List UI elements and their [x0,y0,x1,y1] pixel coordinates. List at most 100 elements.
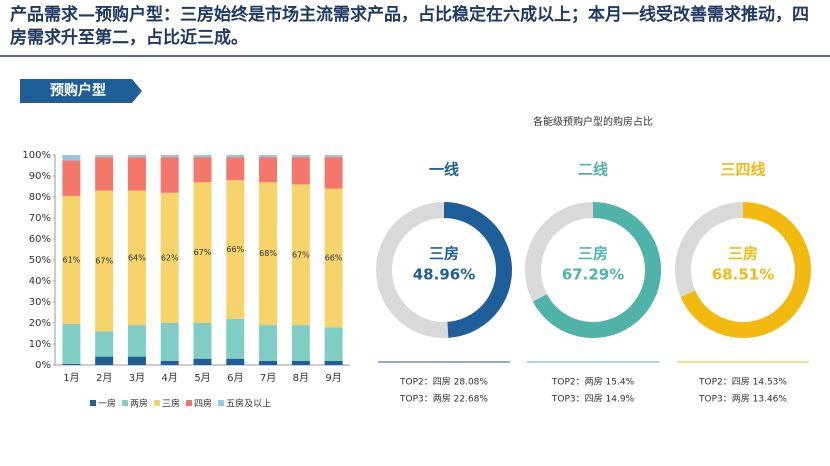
legend-swatch [218,400,225,406]
data-label: 66% [226,245,244,254]
legend-label: 两房 [130,398,148,410]
donut-center-label: 三房 [728,245,758,263]
bar-segment [160,157,179,193]
data-label: 66% [325,253,343,262]
donut-value: 67.29% [562,266,624,284]
tag-bg [20,79,142,103]
section-title: 各能级预购户型的购房占比 [533,115,653,128]
data-label: 68% [259,249,277,258]
y-tick-label: 60% [29,234,51,245]
y-tick-label: 10% [29,339,51,350]
bar-segment [226,318,245,359]
bar-segment [193,323,212,359]
legend-swatch [90,400,96,406]
bar-segment [324,157,343,189]
donut-arc [532,202,661,338]
bar-segment [127,325,146,357]
bar-segment [226,358,245,365]
donut-value: 48.96% [413,266,475,284]
bar-segment [62,155,81,161]
y-tick-label: 40% [29,276,51,287]
bar-segment [127,190,146,326]
tag: 预购户型 [50,82,106,99]
x-tick-label: 6月 [227,372,243,384]
bar-segment [95,190,114,332]
bar-segment [160,155,179,158]
top-note: TOP2：四房 14.53% [698,376,787,388]
legend-label: 三房 [162,398,180,410]
legend-swatch [154,400,161,406]
bar-segment [95,157,114,191]
donut-title: 二线 [578,161,608,179]
data-label: 64% [128,253,146,262]
bar-segment [193,182,212,323]
bar-segment [127,157,146,191]
bar-segment [95,331,114,357]
data-label: 67% [194,248,212,257]
bar-segment [291,157,310,185]
donut-center-label: 三房 [578,245,608,263]
slide-title: 产品需求—预购户型：三房始终是市场主流需求产品，占比稳定在六成以上；本月一线受改… [10,5,809,48]
bar-segment [291,325,310,361]
legend-label: 一房 [98,398,116,410]
data-label: 67% [292,250,310,259]
bar-segment [259,325,278,361]
legend-swatch [122,400,129,406]
top-note: TOP3：两房 13.46% [698,393,787,405]
bar-segment [62,324,81,364]
donut-arc [680,202,811,338]
bar-segment [193,157,212,183]
bar-segment [160,192,179,323]
y-tick-label: 50% [29,255,51,266]
x-tick-label: 3月 [129,372,145,384]
bar-segment [259,155,278,158]
legend-label: 五房及以上 [226,398,271,410]
top-note: TOP2：两房 15.4% [551,376,635,388]
bar-segment [160,360,179,365]
bar-segment [324,360,343,365]
donut-title: 一线 [429,161,459,179]
bar-segment [324,188,343,328]
x-tick-label: 9月 [325,372,341,384]
bar-segment [193,358,212,365]
bar-segment [291,155,310,158]
x-tick-label: 7月 [260,372,276,384]
bar-segment [62,195,81,325]
y-tick-label: 100% [22,150,51,161]
donut-title: 三四线 [720,161,765,179]
bar-segment [259,182,278,326]
x-tick-label: 4月 [162,372,178,384]
donut-arc [443,202,512,338]
legend-label: 四房 [194,398,212,410]
bar-segment [324,327,343,361]
x-tick-label: 2月 [96,372,112,384]
bar-segment [226,155,245,158]
bar-segment [291,360,310,365]
bar-segment [95,155,114,158]
bar-segment [259,157,278,183]
bar-segment [226,157,245,181]
x-tick-label: 1月 [63,372,79,384]
bar-segment [62,363,81,365]
data-label: 67% [95,257,113,266]
top-note: TOP3：两房 22.68% [399,393,488,405]
bar-segment [259,360,278,365]
bar-segment [291,184,310,326]
x-tick-label: 5月 [194,372,210,384]
bar-segment [127,356,146,365]
y-tick-label: 70% [29,213,51,224]
data-label: 62% [161,253,179,262]
bar-segment [62,160,81,196]
bar-segment [127,155,146,158]
bar-segment [226,180,245,319]
y-tick-label: 80% [29,192,51,203]
x-tick-label: 8月 [293,372,309,384]
donut-value: 68.51% [712,266,774,284]
bar-segment [324,155,343,158]
y-tick-label: 0% [35,360,51,371]
legend-swatch [186,400,193,406]
bar-segment [160,323,179,361]
y-tick-label: 20% [29,318,51,329]
top-note: TOP2：四房 28.08% [399,376,488,388]
